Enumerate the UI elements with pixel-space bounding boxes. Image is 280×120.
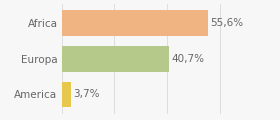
Text: 40,7%: 40,7% xyxy=(171,54,204,64)
Bar xyxy=(62,82,71,107)
Bar xyxy=(62,46,169,72)
Bar xyxy=(62,10,208,36)
Text: 55,6%: 55,6% xyxy=(211,18,244,28)
Text: 3,7%: 3,7% xyxy=(73,89,100,99)
